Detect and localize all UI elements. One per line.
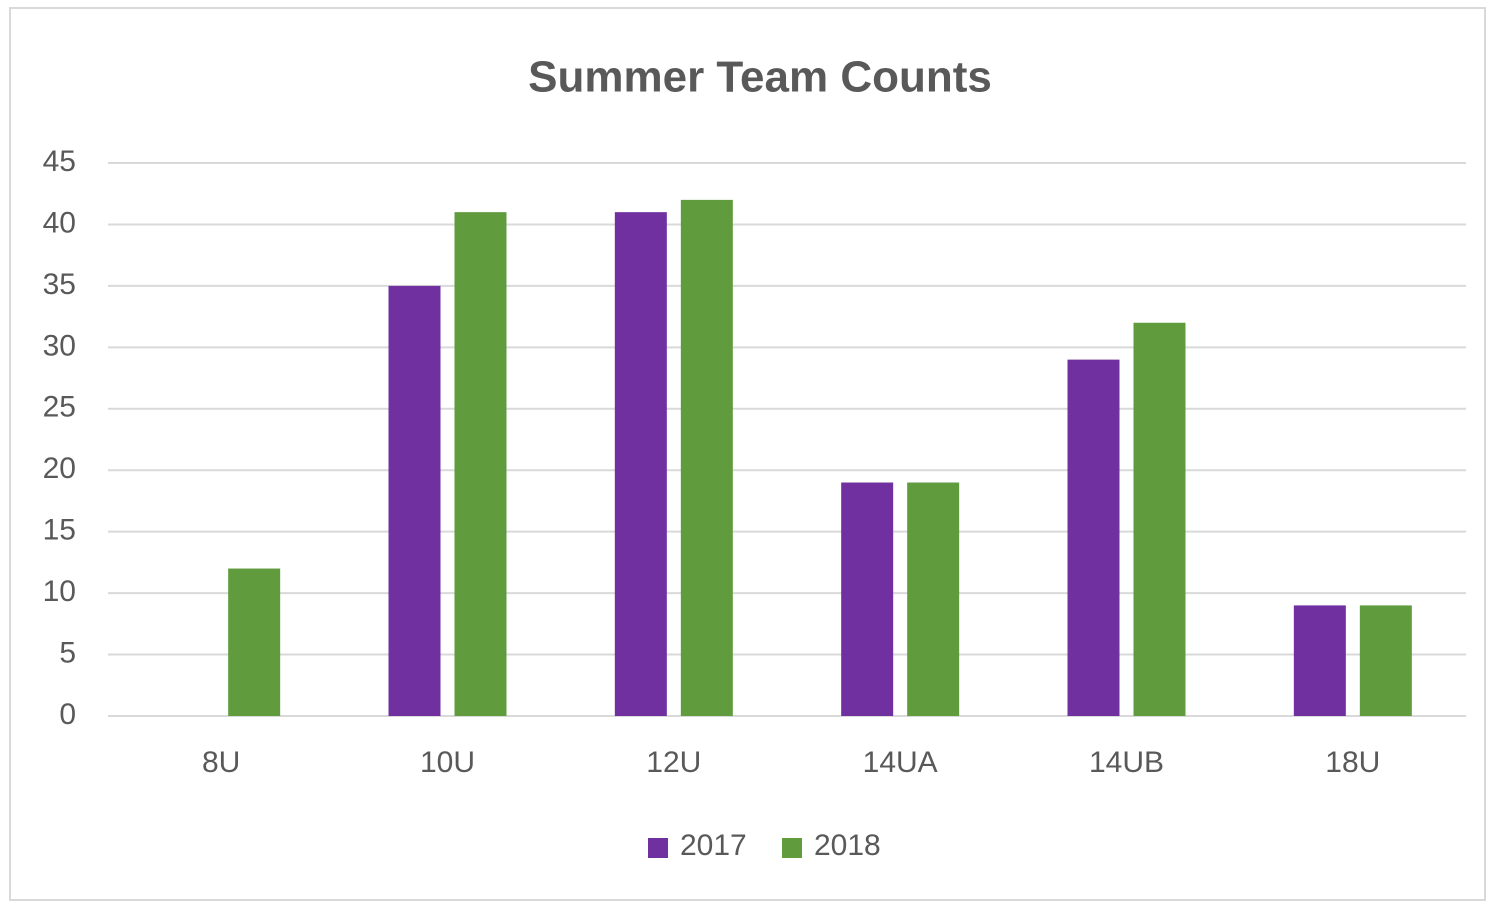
bar xyxy=(1067,359,1120,716)
y-tick-label: 40 xyxy=(43,206,76,239)
bar xyxy=(1293,605,1346,716)
bar xyxy=(614,212,667,716)
chart-border xyxy=(9,7,1486,901)
y-tick-label: 45 xyxy=(43,145,76,178)
bar xyxy=(680,199,733,716)
x-tick-label: 12U xyxy=(646,746,701,779)
bar xyxy=(388,285,441,716)
x-tick-label: 10U xyxy=(420,746,475,779)
bar xyxy=(454,212,507,716)
y-tick-label: 35 xyxy=(43,268,76,301)
y-tick-label: 25 xyxy=(43,391,76,424)
legend-label: 2018 xyxy=(814,829,881,862)
legend-swatch xyxy=(782,838,802,858)
x-tick-label: 14UB xyxy=(1089,746,1164,779)
y-tick-label: 20 xyxy=(43,452,76,485)
bar xyxy=(1359,605,1412,716)
y-tick-label: 15 xyxy=(43,514,76,547)
bar xyxy=(841,482,894,716)
legend-swatch xyxy=(648,838,668,858)
y-tick-label: 5 xyxy=(59,636,76,669)
x-tick-label: 18U xyxy=(1325,746,1380,779)
y-tick-label: 10 xyxy=(43,575,76,608)
chart-title: Summer Team Counts xyxy=(528,53,992,102)
x-tick-label: 8U xyxy=(202,746,240,779)
y-tick-label: 0 xyxy=(59,698,76,731)
x-tick-label: 14UA xyxy=(863,746,938,779)
bar xyxy=(228,568,281,716)
bar xyxy=(1133,322,1186,716)
bar xyxy=(907,482,960,716)
legend-label: 2017 xyxy=(680,829,747,862)
y-tick-label: 30 xyxy=(43,329,76,362)
